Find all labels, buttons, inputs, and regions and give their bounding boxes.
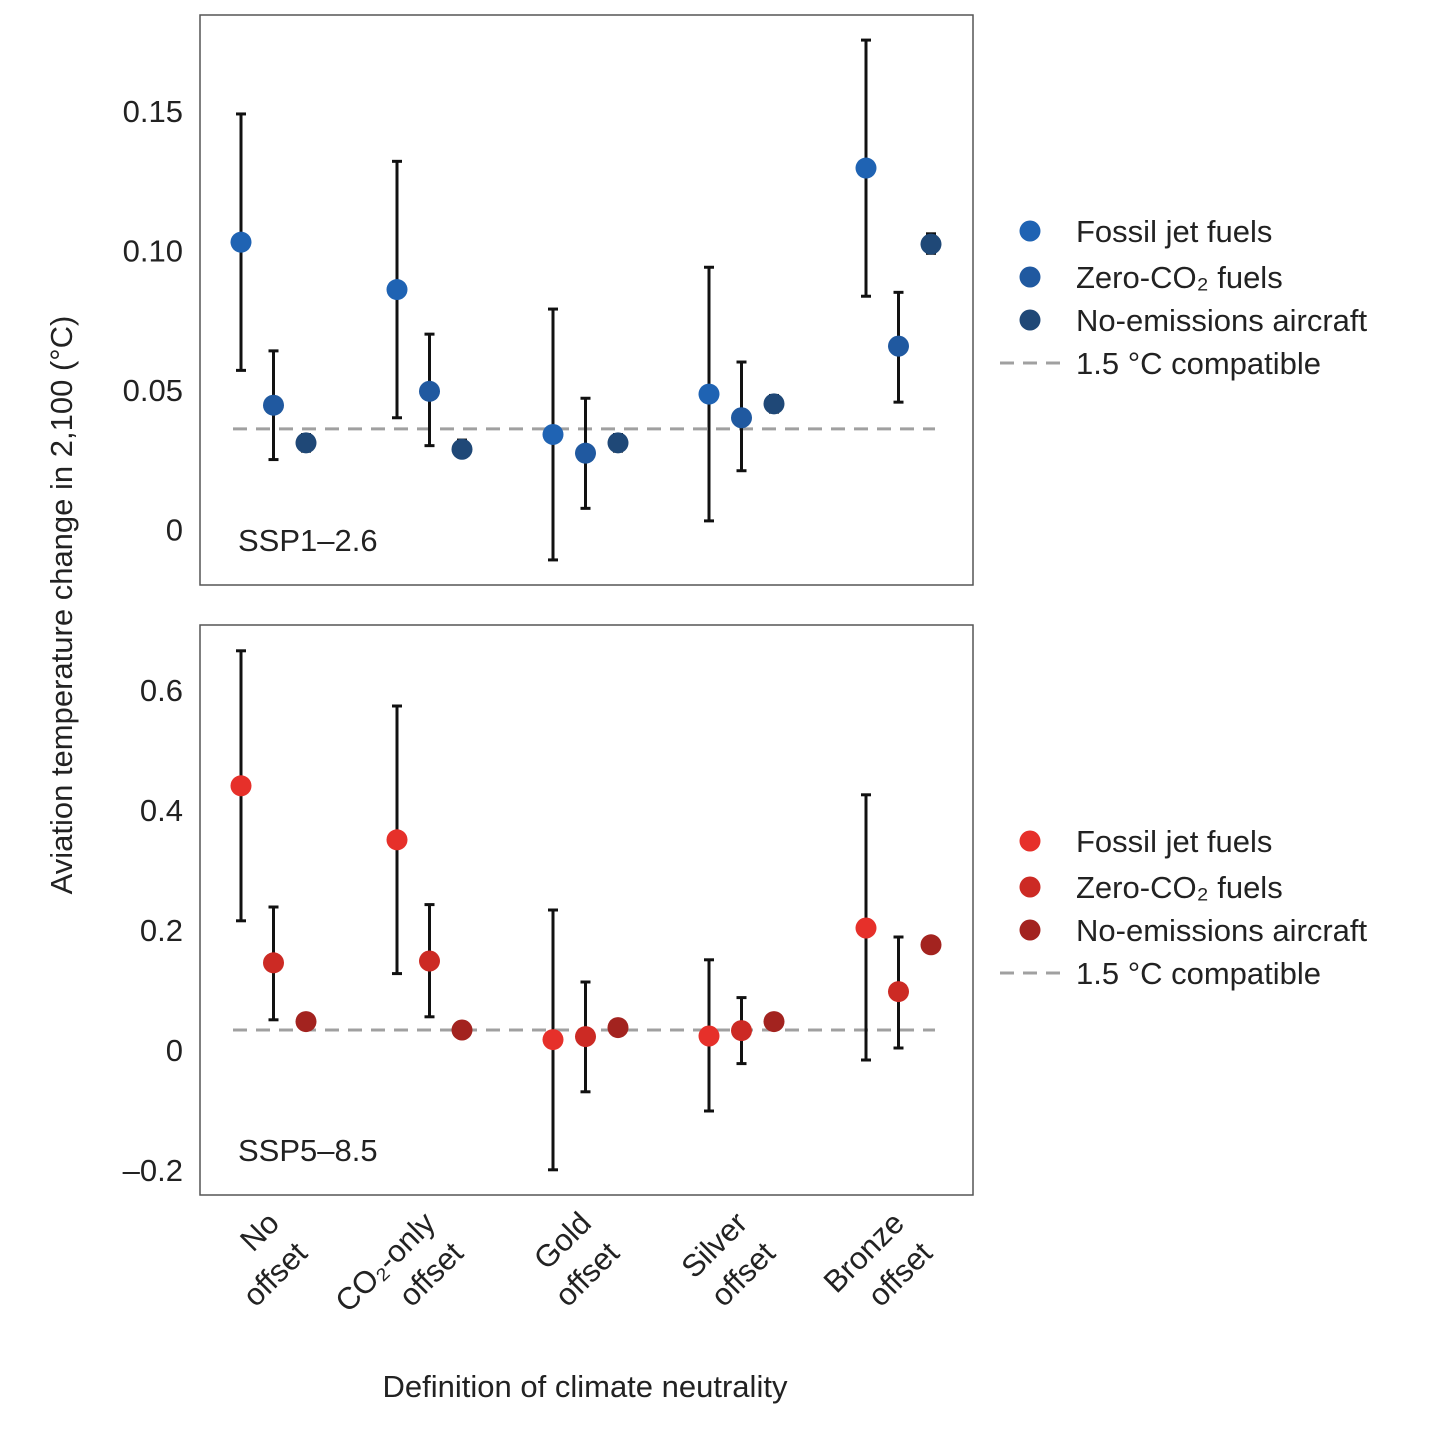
data-point <box>888 335 909 357</box>
panel-frame <box>199 624 974 1196</box>
legend-marker <box>1019 309 1041 331</box>
data-point <box>295 1011 317 1033</box>
panel-2: –0.2 0 0.2 0.4 0.6 Fossil jet fuels Zero-CO₂ f… <box>123 624 1368 1196</box>
x-axis-label: Definition of climate neutrality <box>383 1369 788 1404</box>
data-point <box>542 423 564 445</box>
y-tick-label: 0.15 <box>123 94 183 129</box>
y-tick-label: 0.10 <box>123 234 183 269</box>
legend-label: Fossil jet fuels <box>1076 214 1272 249</box>
data-point <box>607 432 629 454</box>
data-point <box>386 829 408 851</box>
panel-frame <box>199 14 974 586</box>
y-tick-label: 0.2 <box>140 913 183 948</box>
y-tick-label: 0.05 <box>123 373 183 408</box>
data-point <box>763 1011 785 1033</box>
legend-label: 1.5 °C compatible <box>1076 956 1321 991</box>
y-tick-label: 0 <box>166 512 183 547</box>
data-point <box>419 380 440 402</box>
y-tick-label: 0.4 <box>140 793 183 828</box>
y-axis-label: Aviation temperature change in 2,100 (°C… <box>44 316 79 895</box>
data-point <box>542 1029 564 1051</box>
data-point <box>731 407 752 429</box>
y-tick-label: 0.6 <box>140 673 183 708</box>
data-point <box>855 917 877 939</box>
data-point <box>920 934 942 956</box>
panel-1: 0 0.05 0.10 0.15 Fossil jet fuels Zero-CO₂ fu… <box>123 14 1368 586</box>
legend-marker <box>1019 919 1041 941</box>
data-point <box>230 775 252 797</box>
legend-label: 1.5 °C compatible <box>1076 346 1321 381</box>
data-point <box>855 157 877 179</box>
data-point <box>419 950 440 972</box>
data-point <box>230 231 252 253</box>
legend-label: No-emissions aircraft <box>1076 913 1368 948</box>
data-point <box>295 432 317 454</box>
data-point <box>386 279 408 301</box>
legend-label: Zero-CO₂ fuels <box>1076 870 1283 905</box>
data-point <box>263 394 284 416</box>
data-point <box>763 393 785 415</box>
legend-label: No-emissions aircraft <box>1076 303 1368 338</box>
data-point <box>451 1019 473 1041</box>
legend-label: Zero-CO₂ fuels <box>1076 260 1283 295</box>
data-point <box>731 1020 752 1042</box>
data-point <box>607 1017 629 1039</box>
y-tick-label: 0 <box>166 1033 183 1068</box>
panel-label: SSP1–2.6 <box>238 523 378 558</box>
legend-marker <box>1019 876 1041 898</box>
panel-label: SSP5–8.5 <box>238 1133 378 1168</box>
data-point <box>575 442 596 464</box>
data-point <box>698 383 720 405</box>
data-point <box>263 952 284 974</box>
data-point <box>920 233 942 255</box>
data-point <box>698 1025 720 1047</box>
legend-marker <box>1019 266 1041 288</box>
y-tick-label: –0.2 <box>123 1153 183 1188</box>
legend-label: Fossil jet fuels <box>1076 824 1272 859</box>
legend-marker <box>1019 830 1041 852</box>
legend-marker <box>1019 220 1041 242</box>
data-point <box>575 1026 596 1048</box>
data-point <box>451 438 473 460</box>
data-point <box>888 981 909 1003</box>
